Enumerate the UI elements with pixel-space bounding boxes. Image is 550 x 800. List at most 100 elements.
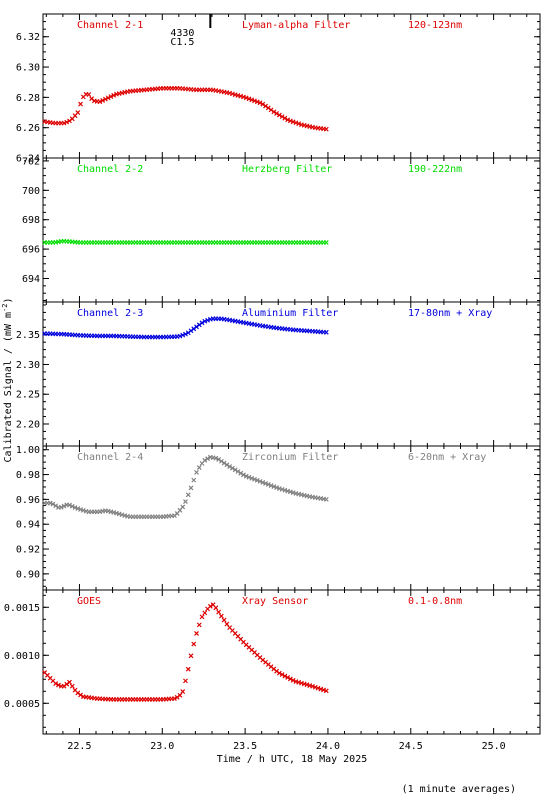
data-point (243, 473, 249, 479)
data-point (323, 688, 329, 694)
channel-label: Channel 2-3 (77, 308, 143, 319)
data-point (64, 119, 70, 125)
data-point (260, 479, 266, 485)
band-label: 190-222nm (408, 164, 462, 175)
y-tick-label: 2.20 (16, 419, 40, 430)
data-point (268, 483, 274, 488)
data-point (263, 103, 268, 109)
y-tick-label: 6.30 (16, 63, 40, 74)
panel-frame (42, 301, 541, 447)
data-point (69, 503, 75, 509)
panel-3: 2.20 2.25 2.30 2.35 Channel 2-3 Aluminium Fil… (16, 301, 541, 447)
data-point (243, 95, 249, 101)
panel-frame (42, 589, 541, 735)
y-tick-label: 6.32 (16, 32, 40, 43)
data-point (47, 500, 53, 506)
data-point (105, 95, 111, 101)
data-point (254, 99, 260, 105)
data-point (207, 603, 213, 609)
data-point (102, 96, 108, 102)
data-point (78, 692, 83, 698)
data-series (42, 602, 329, 702)
data-point (191, 641, 197, 647)
data-point (67, 679, 72, 685)
data-point (67, 502, 72, 508)
data-series (42, 238, 329, 245)
data-point (260, 101, 266, 107)
data-point (263, 481, 268, 486)
data-point (97, 99, 103, 105)
data-point (323, 329, 329, 335)
band-label: 6-20nm + Xray (408, 452, 486, 463)
data-point (202, 457, 208, 463)
data-point (285, 675, 291, 680)
data-point (213, 605, 219, 611)
data-point (61, 503, 67, 509)
y-tick-label: 700 (22, 186, 40, 197)
data-point (287, 118, 293, 124)
channel-label: Channel 2-2 (77, 164, 143, 175)
data-series (42, 316, 329, 340)
data-point (268, 107, 274, 113)
data-point (282, 673, 288, 679)
y-tick-label: 6.24 (16, 154, 40, 165)
data-point (199, 320, 205, 326)
data-point (172, 696, 177, 701)
data-point (279, 672, 285, 678)
data-point (241, 472, 246, 478)
y-tick-label: 0.98 (16, 470, 40, 481)
data-point (111, 92, 117, 98)
filter-label: Lyman-alpha Filter (242, 20, 350, 31)
band-label: 0.1-0.8nm (408, 596, 462, 607)
y-tick-label: 0.96 (16, 495, 40, 506)
data-point (72, 505, 78, 510)
x-tick-label: 23.5 (233, 741, 257, 752)
data-point (205, 456, 210, 462)
band-label: 17-80nm + Xray (408, 308, 492, 319)
filter-label: Xray Sensor (242, 596, 308, 607)
data-point (257, 478, 263, 484)
data-point (188, 653, 194, 659)
y-tick-label: 694 (22, 274, 40, 285)
data-point (180, 504, 186, 510)
data-point (221, 617, 227, 623)
data-point (227, 464, 233, 469)
x-axis-title: Time / h UTC, 18 May 2025 (217, 754, 368, 765)
data-point (254, 477, 260, 483)
data-point (86, 92, 92, 97)
data-point (271, 484, 277, 489)
y-tick-label: 2.30 (16, 360, 40, 371)
data-point (199, 614, 205, 620)
data-point (252, 98, 257, 104)
data-point (183, 678, 188, 684)
data-point (188, 485, 194, 491)
data-point (290, 119, 296, 125)
data-point (323, 126, 329, 132)
y-tick-label: 1.00 (16, 445, 40, 456)
band-label: 120-123nm (408, 20, 462, 31)
data-point (75, 110, 81, 115)
data-point (282, 115, 288, 121)
y-tick-label: 0.90 (16, 569, 40, 580)
data-point (287, 676, 293, 682)
panel-2: 694 696 698 700 702 Channel 2-2 Herzberg Filte… (22, 156, 541, 303)
panel-4: 0.90 0.92 0.94 0.96 0.98 1.00 Channel 2-4 Zirco… (16, 445, 541, 591)
y-tick-label: 6.26 (16, 123, 40, 134)
y-axis-title-close: ) (3, 298, 14, 304)
panel-frame (42, 157, 541, 303)
data-point (100, 97, 106, 103)
event-marker-class: C1.5 (170, 37, 194, 48)
data-point (252, 476, 257, 482)
data-point (235, 469, 241, 474)
panel-5: 0.0005 0.0010 0.0015 GOES Xray Sensor 0.1-0.8… (4, 589, 541, 735)
data-point (276, 112, 282, 118)
x-tick-label: 24.5 (399, 741, 423, 752)
x-axis-labels: 22.5 23.0 23.5 24.0 24.5 25.0 (67, 741, 505, 752)
event-marker-number: 4330 (170, 28, 194, 39)
data-point (229, 465, 235, 471)
filter-label: Herzberg Filter (242, 164, 332, 175)
data-point (232, 467, 238, 473)
data-point (246, 474, 252, 480)
data-point (196, 465, 202, 470)
